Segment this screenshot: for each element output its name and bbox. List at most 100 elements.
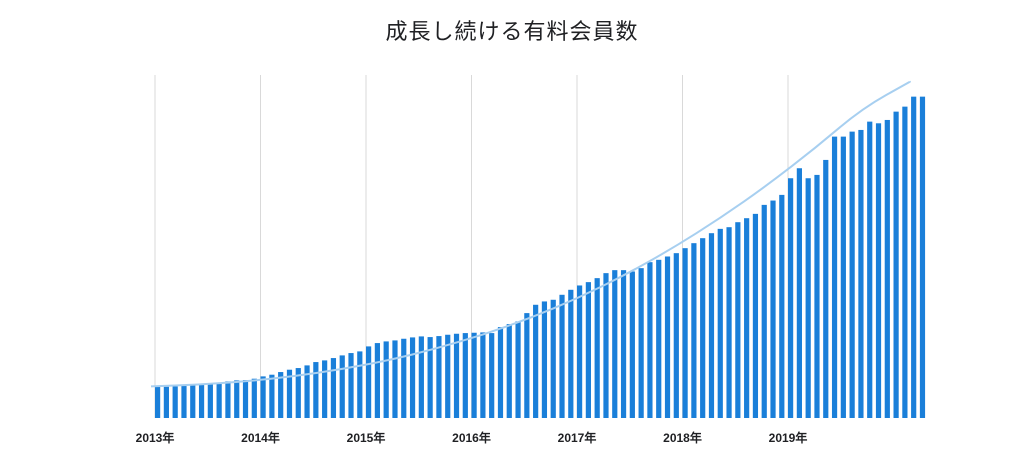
bar <box>779 194 785 418</box>
bar <box>735 222 741 418</box>
bar <box>374 343 380 418</box>
bar <box>638 268 644 418</box>
bar <box>559 294 565 418</box>
bar <box>357 351 363 418</box>
bar <box>603 273 609 418</box>
x-tick-label: 2016年 <box>452 430 491 445</box>
bar <box>902 106 908 418</box>
bar <box>726 227 732 418</box>
bar <box>884 119 890 419</box>
bar <box>691 243 697 418</box>
bar <box>322 360 328 418</box>
bar-series <box>155 96 926 419</box>
bar <box>550 299 556 418</box>
bar <box>497 327 504 418</box>
bar <box>875 123 882 419</box>
x-tick-label: 2014年 <box>241 430 280 445</box>
bar <box>251 378 257 418</box>
bar <box>225 381 231 418</box>
bar <box>893 111 899 418</box>
bar <box>260 376 266 419</box>
bar <box>409 337 416 418</box>
bar <box>708 233 715 418</box>
trend-line <box>150 80 911 388</box>
bar <box>664 256 671 418</box>
bar <box>383 341 389 418</box>
bar <box>366 346 372 418</box>
bar <box>155 386 161 418</box>
bar <box>234 380 240 418</box>
bar <box>198 384 205 418</box>
bar <box>823 159 829 418</box>
bar <box>489 333 495 418</box>
bar <box>796 168 802 418</box>
bar <box>744 218 750 418</box>
bar <box>568 289 574 418</box>
bar <box>752 213 759 418</box>
x-tick-label: 2013年 <box>136 430 175 445</box>
bar <box>313 362 319 418</box>
bar <box>700 238 706 418</box>
bar <box>805 178 811 418</box>
bar <box>919 96 926 419</box>
bar <box>348 353 354 418</box>
bar <box>295 368 301 418</box>
bar <box>656 259 662 418</box>
bar <box>190 385 196 418</box>
bar <box>216 383 222 418</box>
bar <box>831 136 838 418</box>
bar <box>392 340 398 418</box>
x-tick-label: 2018年 <box>663 430 702 445</box>
bar <box>761 204 767 418</box>
x-tick-label: 2019年 <box>769 430 808 445</box>
bar <box>401 338 407 418</box>
bar <box>515 321 521 418</box>
bar <box>163 386 169 418</box>
bar <box>418 336 424 418</box>
bar <box>506 324 512 418</box>
bar <box>620 270 627 418</box>
bar <box>524 313 530 418</box>
bar <box>577 285 583 418</box>
bar <box>858 129 864 418</box>
bar <box>612 270 618 418</box>
bar <box>533 304 539 418</box>
trend-line-layer <box>150 80 911 388</box>
bar <box>453 333 460 418</box>
bar <box>471 332 477 418</box>
bar <box>181 386 187 418</box>
bar <box>242 380 249 418</box>
bar <box>278 372 284 418</box>
bar <box>840 136 846 418</box>
chart-title: 成長し続ける有料会員数 <box>385 20 639 45</box>
x-axis-ticks: 2013年 2014年 2015年 2016年 2017年 2018年 2019年 <box>136 430 808 445</box>
bar <box>541 301 548 418</box>
bar <box>647 262 653 418</box>
bar <box>269 374 275 418</box>
bar <box>480 332 486 418</box>
bar <box>911 96 917 419</box>
bar <box>304 365 310 418</box>
bar <box>427 337 433 418</box>
bar <box>339 355 345 418</box>
bar <box>788 178 794 418</box>
bar <box>629 271 635 418</box>
bar <box>770 200 776 418</box>
bar <box>814 174 820 418</box>
bar <box>436 336 442 418</box>
bar <box>172 386 178 418</box>
bar <box>330 358 337 418</box>
bar <box>594 278 600 418</box>
bar <box>585 282 591 418</box>
bar <box>207 384 213 418</box>
bar <box>682 248 688 418</box>
bar <box>717 228 723 418</box>
bar <box>445 334 451 418</box>
bar <box>462 333 468 418</box>
x-tick-label: 2017年 <box>558 430 597 445</box>
x-tick-label: 2015年 <box>347 430 386 445</box>
bar <box>867 121 873 418</box>
bar <box>673 253 679 418</box>
bar <box>286 369 293 418</box>
